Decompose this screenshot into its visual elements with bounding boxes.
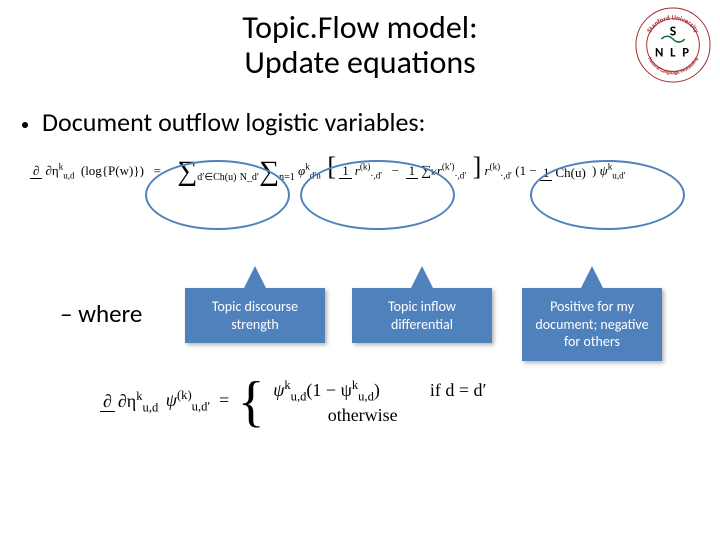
- callout-arrow-icon: [581, 266, 603, 288]
- eq1-rmid-sub: ·,d′: [500, 171, 512, 181]
- eq2-cond1: if d = d′: [430, 380, 487, 401]
- stanford-nlp-logo: Stanford University Natural Language Pro…: [634, 6, 712, 84]
- callout-positive-negative: Positive for my document; negative for o…: [522, 288, 662, 361]
- eq2-partial-num: ∂: [100, 391, 115, 412]
- eq1-lhs-sub: u,d: [63, 171, 74, 181]
- callout-2-text: Topic inflow differential: [388, 298, 456, 333]
- bullet-dot-icon: [22, 122, 28, 128]
- callout-topic-discourse: Topic discourse strength: [185, 288, 325, 343]
- callout-3-text: Positive for my document; negative for o…: [535, 298, 648, 350]
- eq2-psi: ψ: [166, 390, 177, 410]
- eq2-c1-psi: ψ: [273, 380, 284, 400]
- title-line-2: Update equations: [244, 43, 475, 82]
- highlight-ellipse-2: [300, 160, 455, 230]
- eq2-c1m-sub: u,d: [358, 390, 374, 404]
- svg-text:N L P: N L P: [655, 46, 691, 61]
- callout-arrow-icon: [244, 266, 266, 288]
- eq2-equals: =: [219, 390, 229, 410]
- eq1-bracket-close: ]: [473, 152, 482, 181]
- callout-1-text: Topic discourse strength: [212, 298, 298, 333]
- eq1-fb-sup: (k′): [442, 162, 455, 172]
- eq2-partial-den: ∂η: [118, 391, 136, 411]
- eq2-c1-mid: (1 − ψ: [306, 380, 351, 400]
- eq2-psi-sub: u,d′: [192, 400, 211, 414]
- eq2-psi-sup: (k): [177, 388, 192, 402]
- eq2-cond2: otherwise: [328, 405, 398, 426]
- slide: Topic.Flow model: Update equations Stanf…: [0, 0, 720, 540]
- bullet-main-text: Document outflow logistic variables:: [42, 106, 426, 138]
- equation-where: ∂∂ηku,d ψ(k)u,d′ = { ψku,d(1 − ψku,d) if…: [100, 378, 486, 426]
- slide-title: Topic.Flow model: Update equations: [0, 10, 720, 80]
- eq2-c1-close: ): [374, 380, 380, 400]
- highlight-ellipse-3: [530, 160, 685, 230]
- where-label: – where: [60, 298, 142, 329]
- eq2-c1-sub: u,d: [291, 390, 307, 404]
- callout-arrow-icon: [411, 266, 433, 288]
- bullet-main: Document outflow logistic variables:: [22, 106, 426, 138]
- eq2-lhs-sub: u,d: [143, 400, 159, 414]
- eq1-paren-open: (1 −: [515, 163, 536, 178]
- eq1-lhs-body: log{P(w)}: [85, 163, 139, 178]
- title-line-1: Topic.Flow model:: [242, 8, 477, 47]
- highlight-ellipse-1: [145, 160, 290, 230]
- eq1-fb-sub: ·,d′: [455, 171, 467, 181]
- callout-topic-inflow: Topic inflow differential: [352, 288, 492, 343]
- eq1-partial-num: ∂: [30, 163, 42, 179]
- eq1-rmid-sup: (k): [490, 162, 501, 172]
- eq1-partial-den: ∂η: [45, 163, 58, 178]
